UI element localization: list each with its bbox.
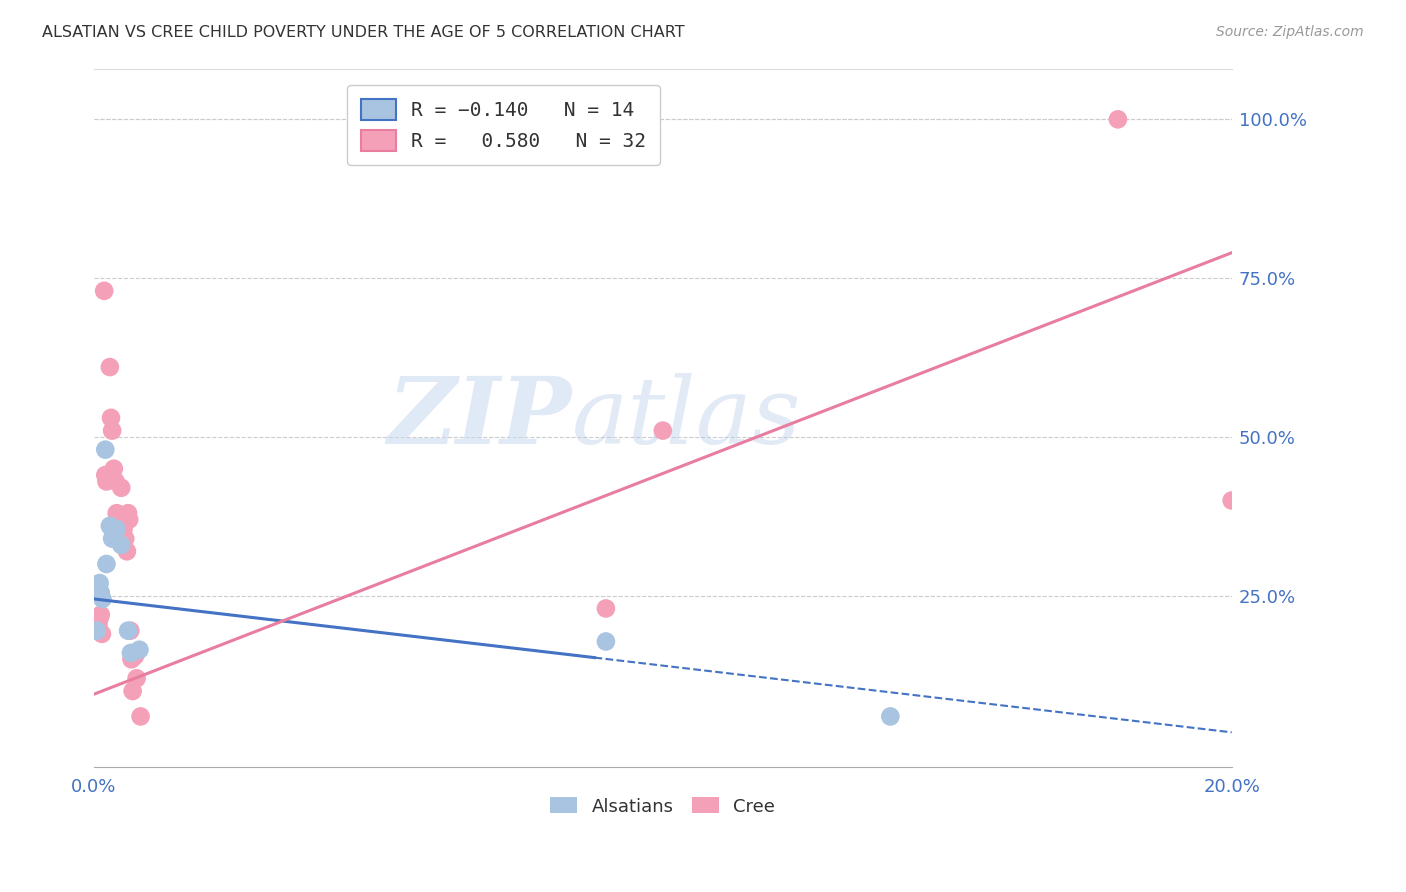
Point [110,481,132,495]
Point [117,624,139,638]
Legend: Alsatians, Cree: Alsatians, Cree [541,789,785,824]
Point [110,538,132,552]
Point [103,461,125,475]
Point [1220,493,1243,508]
Point [96,475,118,489]
Point [91,591,114,606]
Point [101,532,124,546]
Point [115,544,138,558]
Point [114,532,136,546]
Point [120,624,142,638]
Point [1107,112,1129,127]
Point [125,671,148,685]
Point [87,617,110,632]
Point [101,424,124,438]
Point [98,519,121,533]
Text: ALSATIAN VS CREE CHILD POVERTY UNDER THE AGE OF 5 CORRELATION CHART: ALSATIAN VS CREE CHILD POVERTY UNDER THE… [42,25,685,40]
Point [121,684,143,698]
Point [90,607,112,622]
Point [879,709,901,723]
Text: atlas: atlas [572,373,801,463]
Point [86,624,108,638]
Point [93,284,115,298]
Point [89,611,111,625]
Point [100,410,122,425]
Point [595,634,617,648]
Point [105,506,128,520]
Point [120,646,142,660]
Point [111,512,134,526]
Point [128,642,150,657]
Point [104,475,127,489]
Point [98,360,121,375]
Text: Source: ZipAtlas.com: Source: ZipAtlas.com [1216,25,1364,39]
Point [124,649,146,664]
Point [105,522,128,536]
Point [90,627,112,641]
Point [108,525,131,540]
Point [107,512,129,526]
Point [94,468,117,483]
Point [94,442,117,457]
Point [112,522,135,536]
Point [121,652,143,666]
Point [90,585,112,599]
Point [117,506,139,520]
Text: ZIP: ZIP [388,373,572,463]
Point [651,424,673,438]
Point [595,601,617,615]
Point [129,709,152,723]
Point [89,576,111,591]
Point [118,512,141,526]
Point [96,557,118,571]
